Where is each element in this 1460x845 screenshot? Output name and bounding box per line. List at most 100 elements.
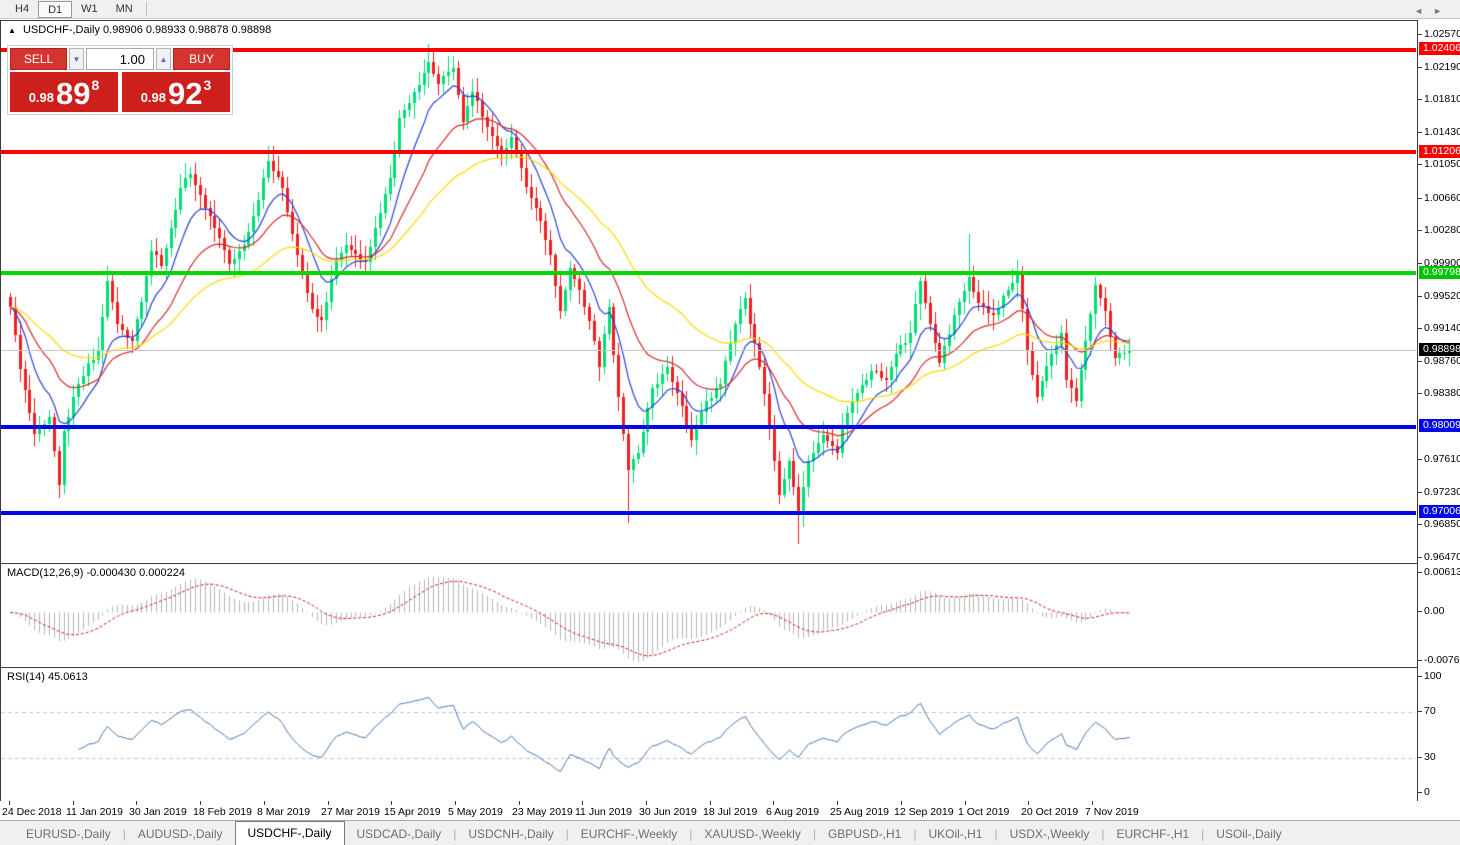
tab-separator: | <box>453 827 457 841</box>
axis-tick <box>1418 67 1422 68</box>
price-chart-panel: ▲ USDCHF-,Daily 0.98906 0.98933 0.98878 … <box>0 20 1418 564</box>
buy-price-pipette: 3 <box>203 77 212 93</box>
collapse-trade-panel-icon[interactable]: ▲ <box>8 26 16 35</box>
chart-tab-usdcnh-daily[interactable]: USDCNH-,Daily <box>468 827 554 841</box>
sell-price-button[interactable]: 0.98 89 8 <box>10 72 118 112</box>
date-tick <box>391 801 392 805</box>
date-label: 30 Jun 2019 <box>639 806 697 818</box>
rsi-canvas[interactable] <box>1 668 1417 801</box>
price-axis-label: 1.02570 <box>1424 28 1460 40</box>
chart-tab-usdx-weekly[interactable]: USDX-,Weekly <box>1009 827 1090 841</box>
price-axis-label: 0.97230 <box>1424 486 1460 498</box>
buy-price-button[interactable]: 0.98 92 3 <box>122 72 230 112</box>
level-line-0.98898[interactable] <box>1 350 1416 351</box>
macd-main-value: -0.000430 <box>86 567 137 579</box>
chart-tab-xauusd-weekly[interactable]: XAUUSD-,Weekly <box>704 827 801 841</box>
level-line-0.97006[interactable] <box>1 511 1416 515</box>
price-axis-label: 0.98380 <box>1424 387 1460 399</box>
price-axis-label: 1.01430 <box>1424 126 1460 138</box>
level-line-1.02406[interactable] <box>1 48 1416 52</box>
timeframe-button-w1[interactable]: W1 <box>81 2 98 15</box>
date-label: 7 Nov 2019 <box>1085 806 1139 818</box>
level-line-1.01206[interactable] <box>1 150 1416 154</box>
price-axis-label: 0.99520 <box>1424 290 1460 302</box>
axis-tick <box>1418 164 1422 165</box>
date-tick <box>1092 801 1093 805</box>
timeframe-button-d1[interactable]: D1 <box>38 0 73 18</box>
level-line-0.98009[interactable] <box>1 425 1416 429</box>
date-tick <box>837 801 838 805</box>
sell-button[interactable]: SELL <box>10 48 67 70</box>
date-tick <box>901 801 902 805</box>
chevron-up-icon: ▲ <box>159 54 168 64</box>
date-tick <box>1028 801 1029 805</box>
timeframe-toolbar: H4 D1 W1 MN <box>0 0 1460 19</box>
macd-canvas[interactable] <box>1 564 1417 667</box>
sell-price-pipette: 8 <box>91 77 100 93</box>
price-badge-0.98898: 0.98898 <box>1419 343 1460 356</box>
axis-tick <box>1418 711 1422 712</box>
ohlc-close: 0.98898 <box>231 24 272 36</box>
chart-tab-ukoil-h1[interactable]: UKOil-,H1 <box>928 827 983 841</box>
price-badge-0.99798: 0.99798 <box>1419 266 1460 279</box>
chart-tab-audusd-daily[interactable]: AUDUSD-,Daily <box>137 827 223 841</box>
tab-scroll-right-icon[interactable]: ► <box>1433 6 1452 16</box>
axis-tick <box>1418 757 1422 758</box>
macd-axis-label: -0.007612 <box>1424 654 1460 666</box>
chart-tab-bar: EURUSD-,Daily | AUDUSD-,Daily USDCHF-,Daily… <box>0 820 1460 845</box>
rsi-axis-label: 100 <box>1424 670 1442 682</box>
time-axis[interactable]: 24 Dec 2018 11 Jan 2019 30 Jan 2019 18 Feb … <box>0 801 1418 819</box>
volume-increase-button[interactable]: ▲ <box>156 48 171 70</box>
macd-indicator-panel: MACD(12,26,9) -0.000430 0.000224 <box>0 563 1418 668</box>
volume-input[interactable]: 1.00 <box>86 48 154 70</box>
date-label: 8 Mar 2019 <box>257 806 311 818</box>
rsi-label: RSI(14) 45.0613 <box>7 671 88 683</box>
buy-button[interactable]: BUY <box>173 48 230 70</box>
symbol-name: USDCHF-,Daily <box>22 24 100 36</box>
chart-tab-usdchf-daily[interactable]: USDCHF-,Daily <box>234 821 345 845</box>
chart-tab-gbpusd-h1[interactable]: GBPUSD-,H1 <box>827 827 902 841</box>
axis-tick <box>1418 557 1422 558</box>
tab-separator: | <box>1201 827 1205 841</box>
price-axis-label: 0.96850 <box>1424 518 1460 530</box>
price-badge-1.01206: 1.01206 <box>1419 145 1460 158</box>
ohlc-open: 0.98906 <box>103 24 143 36</box>
date-tick <box>646 801 647 805</box>
axis-tick <box>1418 492 1422 493</box>
axis-tick <box>1418 132 1422 133</box>
axis-tick <box>1418 361 1422 362</box>
ohlc-high: 0.98933 <box>145 24 186 36</box>
tab-separator: | <box>689 827 693 841</box>
date-label: 11 Jun 2019 <box>575 806 633 818</box>
buy-price-prefix: 0.98 <box>140 90 167 105</box>
date-tick <box>965 801 966 805</box>
timeframe-button-h4[interactable]: H4 <box>15 2 30 15</box>
chart-tab-eurchf-weekly[interactable]: EURCHF-,Weekly <box>580 827 678 841</box>
macd-label: MACD(12,26,9) -0.000430 0.000224 <box>7 567 185 579</box>
tab-separator: | <box>812 827 816 841</box>
axis-tick <box>1418 99 1422 100</box>
price-axis-label: 0.96470 <box>1424 551 1460 563</box>
one-click-trade-widget: SELL ▼ 1.00 ▲ BUY 0.98 89 8 0.98 92 <box>7 45 233 115</box>
date-label: 11 Jan 2019 <box>66 806 124 818</box>
chart-tab-usoil-daily[interactable]: USOil-,Daily <box>1216 827 1282 841</box>
macd-axis-label: 0.00 <box>1424 605 1445 617</box>
chart-tab-eurchf-h1[interactable]: EURCHF-,H1 <box>1116 827 1190 841</box>
volume-decrease-button[interactable]: ▼ <box>69 48 84 70</box>
date-tick <box>455 801 456 805</box>
chart-tab-usdcad-daily[interactable]: USDCAD-,Daily <box>356 827 442 841</box>
price-chart-canvas[interactable] <box>1 21 1417 563</box>
axis-tick <box>1418 792 1422 793</box>
axis-tick <box>1418 393 1422 394</box>
timeframe-button-mn[interactable]: MN <box>115 2 133 15</box>
price-axis-label: 1.01050 <box>1424 158 1460 170</box>
tab-scroll-left-icon[interactable]: ◄ <box>1414 6 1434 16</box>
date-tick <box>773 801 774 805</box>
date-label: 20 Oct 2019 <box>1021 806 1079 818</box>
tab-separator: | <box>1101 827 1105 841</box>
chart-tab-eurusd-daily[interactable]: EURUSD-,Daily <box>26 827 111 841</box>
toolbar-separator <box>145 2 147 16</box>
axis-tick <box>1418 34 1422 35</box>
level-line-0.99798[interactable] <box>1 271 1416 275</box>
price-axis[interactable]: 1.02406 1.01206 0.99798 0.98898 0.98009 0.970… <box>1418 20 1460 802</box>
